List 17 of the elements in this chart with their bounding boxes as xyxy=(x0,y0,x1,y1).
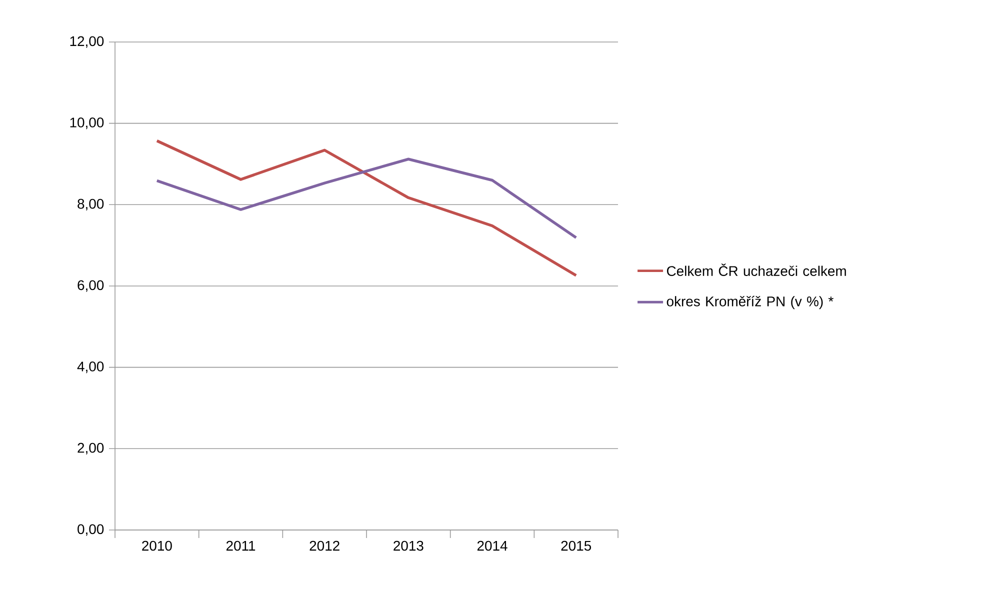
x-tick-label: 2010 xyxy=(142,540,172,551)
x-tick-label: 2013 xyxy=(394,540,424,551)
x-tick-label: 2015 xyxy=(561,540,592,551)
y-tick-label: 6,00 xyxy=(78,280,104,292)
y-tick-label: 8,00 xyxy=(78,198,104,210)
x-tick-label: 2011 xyxy=(226,540,256,551)
legend-label: okres Kroměříž PN (v %) * xyxy=(666,296,834,310)
y-tick-label: 0,00 xyxy=(78,524,104,536)
line-series xyxy=(156,139,578,277)
x-tick-label: 2012 xyxy=(310,540,340,551)
line-series xyxy=(156,158,578,239)
y-tick-label: 10,00 xyxy=(70,118,104,130)
y-tick-label: 12,00 xyxy=(70,36,104,48)
x-tick-label: 2014 xyxy=(477,540,508,551)
y-tick-label: 2,00 xyxy=(78,442,104,454)
y-tick-label: 4,00 xyxy=(77,362,104,374)
legend-label: Celkem ČR uchazeči celkem xyxy=(666,264,846,276)
